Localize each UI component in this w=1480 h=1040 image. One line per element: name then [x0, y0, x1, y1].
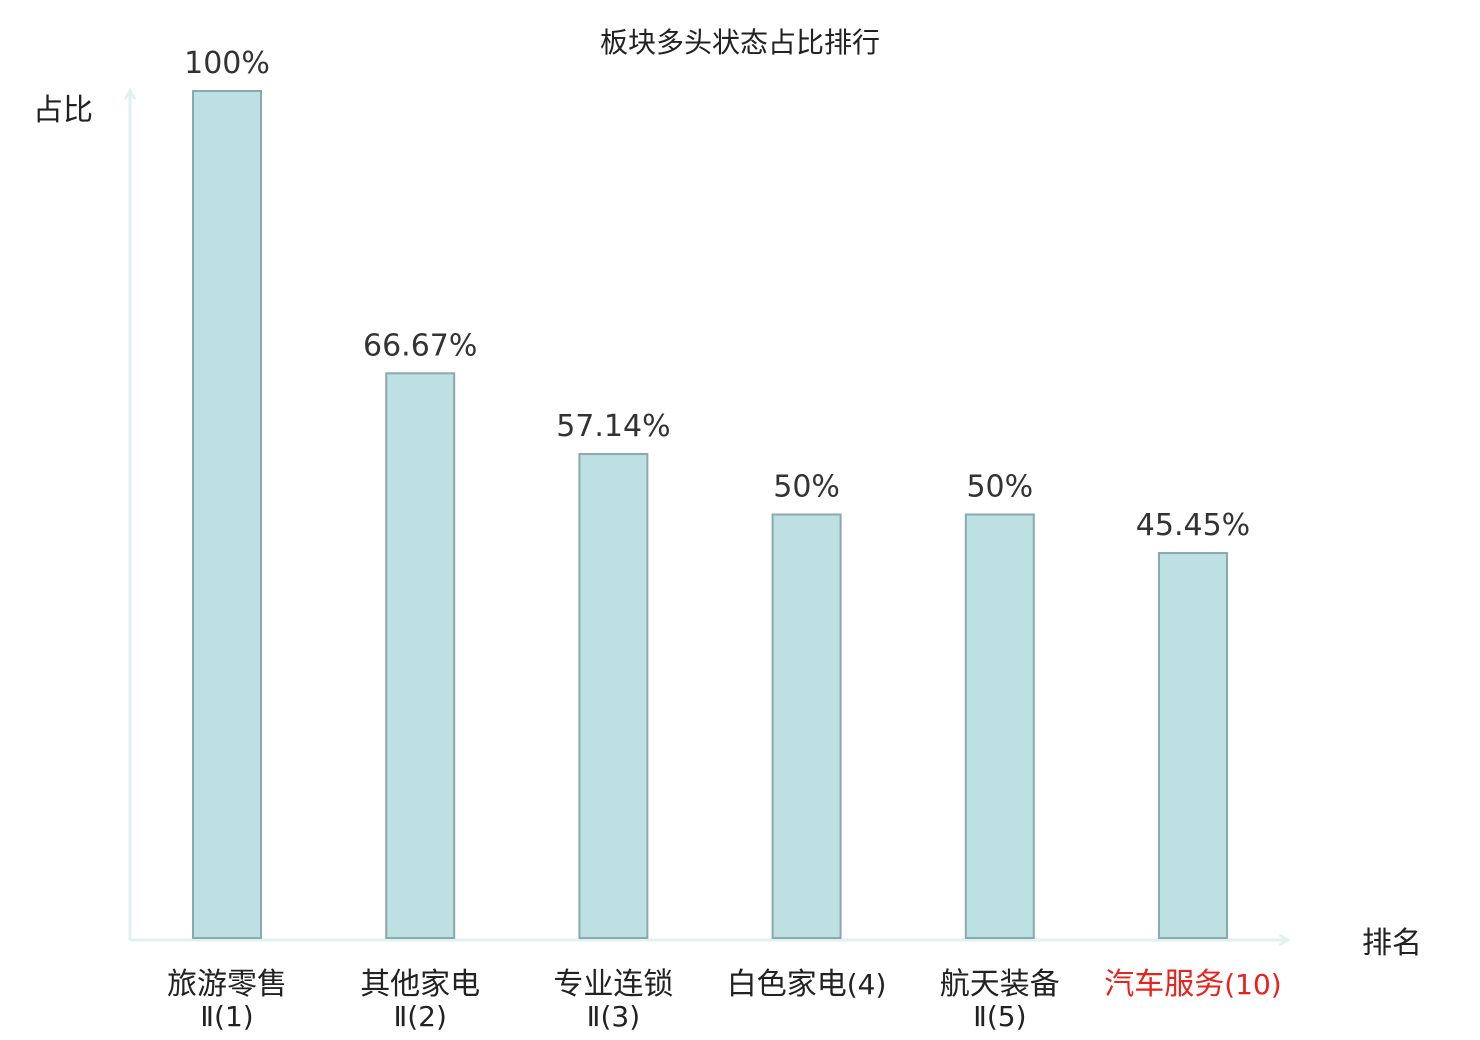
- x-tick-label: 专业连锁: [553, 967, 673, 1002]
- bar: [771, 513, 842, 939]
- bar: [385, 372, 456, 939]
- bar-value-label: 50%: [966, 470, 1033, 505]
- chart-title: 板块多头状态占比排行: [600, 26, 880, 59]
- x-tick-sublabel: Ⅱ(1): [200, 1000, 253, 1033]
- x-tick-label: 汽车服务(10): [1104, 967, 1281, 1002]
- bar-value-label: 45.45%: [1136, 508, 1250, 543]
- x-tick-sublabel: Ⅱ(3): [587, 1000, 640, 1033]
- x-tick-label: 其他家电: [360, 967, 480, 1002]
- bar: [578, 453, 649, 939]
- bar-value-label: 66.67%: [363, 328, 477, 363]
- bar-value-label: 100%: [184, 46, 270, 81]
- x-tick-label: 白色家电(4): [727, 967, 887, 1002]
- bar: [964, 513, 1035, 939]
- bar-value-label: 50%: [773, 470, 840, 505]
- x-tick-label-name: 白色家电: [727, 967, 847, 1002]
- x-axis-label: 排名: [1362, 926, 1422, 961]
- x-tick-sublabel: Ⅱ(5): [973, 1000, 1026, 1033]
- x-tick-label-rank: (4): [847, 968, 887, 1001]
- bar: [192, 90, 262, 939]
- bar-value-label: 57.14%: [556, 409, 670, 444]
- x-tick-label: 航天装备: [940, 967, 1060, 1002]
- bar: [1158, 552, 1228, 939]
- x-tick-label: 旅游零售: [167, 967, 287, 1002]
- x-tick-sublabel: Ⅱ(2): [393, 1000, 446, 1033]
- x-tick-label-name: 汽车服务: [1104, 967, 1224, 1002]
- x-tick-label-rank: (10): [1224, 968, 1281, 1001]
- y-axis-label: 占比: [33, 93, 93, 128]
